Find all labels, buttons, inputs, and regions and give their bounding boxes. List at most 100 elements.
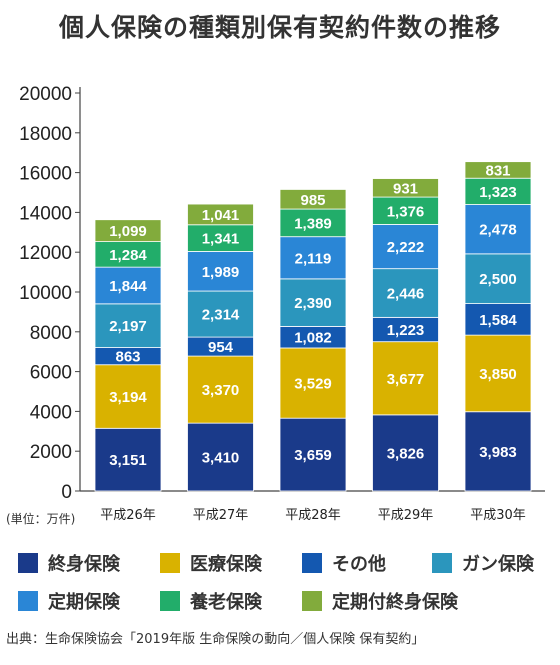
data-label: 1,389 <box>294 215 332 232</box>
bar-segment <box>372 341 439 416</box>
data-label: 3,410 <box>202 450 240 467</box>
data-label: 3,677 <box>387 371 425 388</box>
bar-segment <box>187 290 254 338</box>
legend-item: 終身保険 <box>18 550 120 576</box>
y-tick-label: 14000 <box>19 203 72 224</box>
data-label: 2,390 <box>294 295 332 312</box>
legend-item: その他 <box>302 550 386 576</box>
data-label: 1,376 <box>387 203 425 220</box>
bar-segment <box>187 224 254 252</box>
y-tick-label: 2000 <box>30 442 72 463</box>
source-note: 出典：生命保険協会「2019年版 生命保険の動向／個人保険 保有契約」 <box>6 632 425 647</box>
legend-label: 定期保険 <box>48 592 120 613</box>
bar-segment <box>187 422 254 492</box>
bar-segment <box>187 203 254 226</box>
bar-segment <box>279 236 347 280</box>
legend-label: 定期付終身保険 <box>332 592 458 613</box>
legend-swatch <box>160 591 180 611</box>
bar-segment <box>94 266 162 305</box>
y-tick-label: 0 <box>61 482 72 503</box>
data-label: 3,370 <box>202 382 240 399</box>
data-label: 3,983 <box>479 444 517 461</box>
legend-swatch <box>18 553 38 573</box>
legend-swatch <box>160 553 180 573</box>
legend-item: 定期保険 <box>18 588 120 614</box>
legend-item: 定期付終身保険 <box>302 588 458 614</box>
data-label: 1,341 <box>202 231 240 248</box>
legend-label: 終身保険 <box>48 554 120 575</box>
y-tick-label: 6000 <box>30 363 72 384</box>
bar-segment <box>372 196 439 225</box>
data-label: 985 <box>300 192 325 209</box>
bar-segment <box>94 427 162 492</box>
y-tick-label: 18000 <box>19 124 72 145</box>
chart-title: 個人保険の種類別保有契約件数の推移 <box>58 13 501 42</box>
legend-label: ガン保険 <box>462 554 534 575</box>
x-tick-label: 平成27年 <box>193 508 249 523</box>
bar-segment <box>279 417 347 492</box>
data-label: 2,478 <box>479 222 517 239</box>
data-label: 1,223 <box>387 322 425 339</box>
bar-segment <box>279 278 347 327</box>
legend-swatch <box>302 591 322 611</box>
bar-segment <box>464 204 532 255</box>
bar-segment <box>372 414 439 492</box>
legend: 終身保険 医療保険 その他 ガン保険定期保険 養老保険 定期付終身保険 <box>0 540 560 620</box>
bar-segment <box>372 224 439 270</box>
x-tick-label: 平成29年 <box>378 508 434 523</box>
y-tick-label: 12000 <box>19 243 72 264</box>
x-tick-label: 平成30年 <box>470 508 526 523</box>
data-label: 3,194 <box>109 389 147 406</box>
data-label: 1,099 <box>109 223 147 240</box>
legend-item: 養老保険 <box>160 588 262 614</box>
data-label: 2,314 <box>202 307 240 324</box>
data-label: 3,850 <box>479 366 517 383</box>
data-label: 1,082 <box>294 330 332 347</box>
bar-segment <box>464 177 532 205</box>
data-label: 1,284 <box>109 247 147 264</box>
data-label: 863 <box>115 349 140 366</box>
data-label: 1,323 <box>479 184 517 201</box>
data-label: 1,041 <box>202 207 240 224</box>
bar-segment <box>279 189 347 210</box>
data-label: 2,222 <box>387 239 425 256</box>
legend-swatch <box>302 553 322 573</box>
data-label: 2,446 <box>387 286 425 303</box>
unit-label: (単位：万件) <box>6 511 75 526</box>
legend-label: 養老保険 <box>190 592 262 613</box>
data-label: 3,151 <box>109 452 147 469</box>
data-label: 2,119 <box>295 250 332 267</box>
y-tick-label: 4000 <box>30 402 72 423</box>
data-label: 954 <box>208 339 234 356</box>
bar-segment <box>94 364 162 429</box>
y-tick-label: 10000 <box>19 283 72 304</box>
y-tick-label: 20000 <box>19 84 72 105</box>
data-label: 2,197 <box>109 318 147 335</box>
bar-segment <box>372 268 439 318</box>
bar-segment <box>187 251 254 292</box>
legend-swatch <box>18 591 38 611</box>
bar-segment <box>94 219 162 242</box>
bar-segment <box>279 347 347 419</box>
bar-segment <box>94 303 162 348</box>
bar-segment <box>187 355 254 424</box>
y-tick-label: 8000 <box>30 323 72 344</box>
bar-segment <box>372 178 439 198</box>
legend-label: 医療保険 <box>190 554 262 575</box>
bar-segment <box>464 334 532 413</box>
bar-segment <box>464 411 532 492</box>
legend-swatch <box>432 553 452 573</box>
x-tick-label: 平成26年 <box>100 508 156 523</box>
data-label: 1,584 <box>479 312 517 329</box>
legend-item: ガン保険 <box>432 550 534 576</box>
legend-item: 医療保険 <box>160 550 262 576</box>
bar-segment <box>372 316 439 343</box>
data-label: 1,989 <box>202 264 240 281</box>
bar-segment <box>279 208 347 238</box>
data-label: 3,659 <box>294 447 332 464</box>
data-label: 931 <box>393 180 418 197</box>
x-tick-label: 平成28年 <box>285 508 341 523</box>
stacked-bar-chart: 0 2000 4000 6000 8000 10000 12000 14000 16000 180… <box>6 84 545 526</box>
legend-label: その他 <box>332 554 386 575</box>
bar-segment <box>464 253 532 305</box>
